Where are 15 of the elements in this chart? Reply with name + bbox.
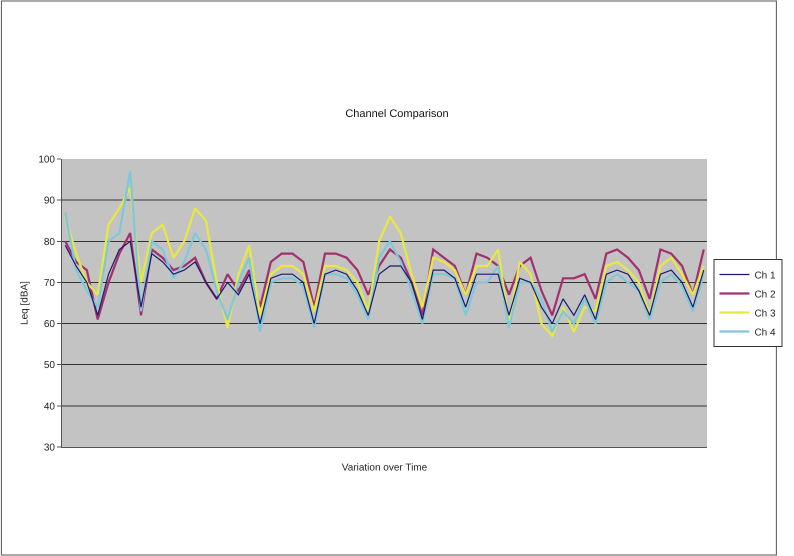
chart-title: Channel Comparison bbox=[345, 108, 449, 120]
legend-label: Ch 1 bbox=[754, 270, 776, 282]
y-tick-label: 30 bbox=[44, 442, 56, 454]
y-tick-label: 60 bbox=[44, 319, 56, 330]
y-tick-label: 70 bbox=[44, 278, 56, 289]
y-tick-label: 80 bbox=[44, 236, 56, 248]
y-tick-label: 50 bbox=[44, 360, 56, 372]
x-axis-title: Variation over Time bbox=[342, 462, 428, 474]
legend-label: Ch 3 bbox=[754, 308, 776, 320]
y-tick-label: 90 bbox=[44, 196, 56, 207]
y-tick-label: 40 bbox=[44, 401, 56, 412]
y-axis-title: Leq [dBA] bbox=[19, 280, 30, 325]
legend-label: Ch 4 bbox=[754, 327, 776, 338]
legend-label: Ch 2 bbox=[754, 289, 776, 300]
y-tick-label: 100 bbox=[38, 154, 56, 166]
